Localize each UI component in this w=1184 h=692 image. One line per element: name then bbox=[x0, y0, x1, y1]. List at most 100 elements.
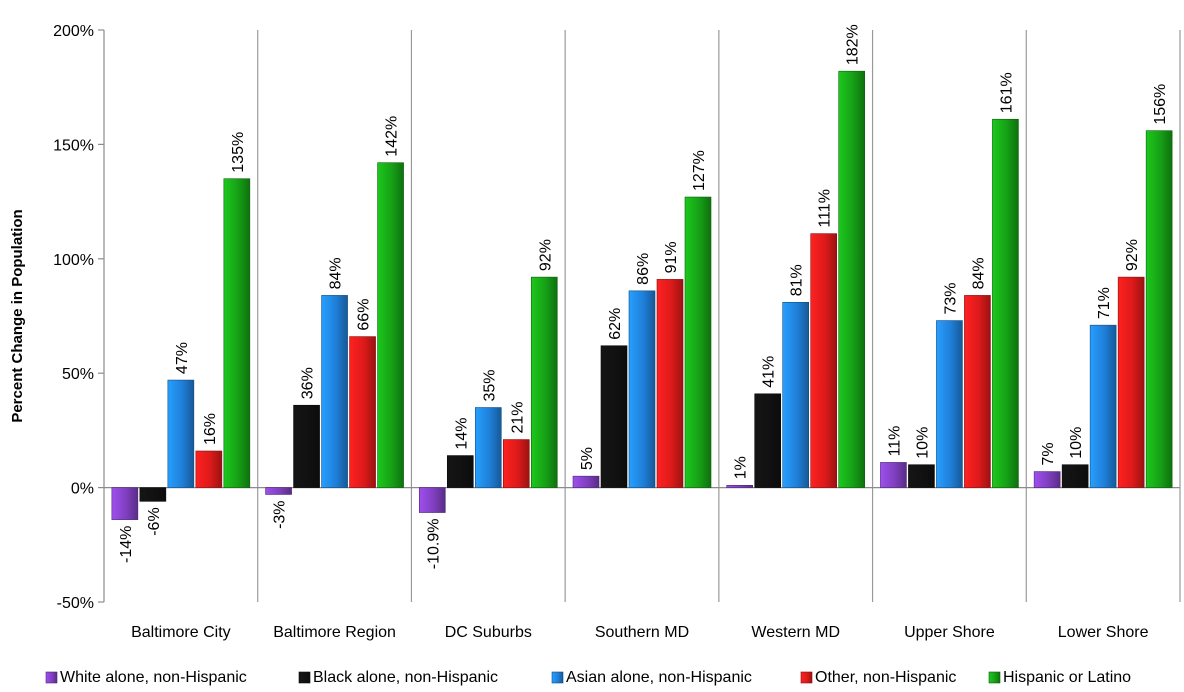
data-label: 84% bbox=[970, 257, 987, 289]
category-label: Baltimore City bbox=[131, 624, 231, 641]
bar-hispanic-or-latino-baltimore-region bbox=[377, 162, 404, 488]
bar-black-alone-lower-shore bbox=[1061, 464, 1089, 488]
data-label: 7% bbox=[1040, 442, 1057, 465]
data-label: 81% bbox=[789, 264, 806, 296]
bar-white-alone-lower-shore bbox=[1033, 471, 1061, 488]
category-label: DC Suburbs bbox=[445, 624, 532, 641]
bar-white-alone-southern-md bbox=[572, 475, 600, 488]
data-label: -10.9% bbox=[425, 519, 442, 570]
y-axis-label: Percent Change in Population bbox=[9, 209, 26, 422]
data-label: 135% bbox=[230, 132, 247, 173]
bar-asian-alone-dc-suburbs bbox=[474, 407, 502, 488]
y-tick-label: 0% bbox=[71, 481, 94, 498]
data-label: -6% bbox=[146, 507, 163, 535]
data-label: 161% bbox=[998, 72, 1015, 113]
legend-item: White alone, non-Hispanic bbox=[45, 669, 247, 686]
bar-hispanic-or-latino-dc-suburbs bbox=[530, 276, 558, 488]
bar-other-baltimore-city bbox=[195, 450, 223, 488]
legend-label: Other, non-Hispanic bbox=[815, 669, 956, 686]
data-label: 86% bbox=[635, 253, 652, 285]
legend-swatch bbox=[298, 671, 311, 684]
data-label: 92% bbox=[537, 239, 554, 271]
legend-item: Asian alone, non-Hispanic bbox=[551, 669, 752, 686]
legend-label: White alone, non-Hispanic bbox=[60, 669, 247, 686]
legend-swatch bbox=[800, 671, 813, 684]
bar-white-alone-dc-suburbs bbox=[418, 487, 446, 513]
bar-hispanic-or-latino-upper-shore bbox=[992, 118, 1019, 488]
data-label: 66% bbox=[356, 299, 373, 331]
data-label: 71% bbox=[1096, 287, 1113, 319]
bar-black-alone-southern-md bbox=[600, 345, 628, 488]
data-label: 84% bbox=[328, 257, 345, 289]
legend-swatch bbox=[45, 671, 58, 684]
category-label: Lower Shore bbox=[1058, 624, 1149, 641]
bar-white-alone-baltimore-city bbox=[111, 487, 139, 520]
data-label: 142% bbox=[384, 116, 401, 157]
y-tick-label: 200% bbox=[53, 23, 94, 40]
legend-item: Hispanic or Latino bbox=[988, 669, 1131, 686]
data-label: 91% bbox=[663, 241, 680, 273]
bar-black-alone-western-md bbox=[754, 393, 782, 488]
data-label: 11% bbox=[886, 426, 903, 457]
legend-item: Other, non-Hispanic bbox=[800, 669, 956, 686]
y-tick-label: 50% bbox=[62, 366, 94, 383]
bar-asian-alone-lower-shore bbox=[1089, 324, 1117, 488]
bar-white-alone-baltimore-region bbox=[265, 487, 292, 495]
category-label: Upper Shore bbox=[904, 624, 995, 641]
data-label: 73% bbox=[942, 283, 959, 315]
data-label: 5% bbox=[579, 447, 596, 470]
bar-white-alone-upper-shore bbox=[880, 462, 907, 488]
category-label: Southern MD bbox=[595, 624, 689, 641]
bar-white-alone-western-md bbox=[726, 485, 754, 488]
data-label: 16% bbox=[202, 413, 219, 445]
data-label: 62% bbox=[607, 308, 624, 340]
bar-other-baltimore-region bbox=[349, 336, 376, 488]
y-tick-label: 150% bbox=[53, 137, 94, 154]
bar-hispanic-or-latino-southern-md bbox=[684, 196, 712, 488]
data-label: 21% bbox=[509, 402, 526, 434]
bar-other-southern-md bbox=[656, 279, 684, 488]
bar-other-dc-suburbs bbox=[502, 439, 530, 488]
data-label: 92% bbox=[1124, 239, 1141, 271]
data-label: 182% bbox=[845, 24, 862, 65]
bar-black-alone-upper-shore bbox=[908, 464, 935, 488]
bar-asian-alone-baltimore-region bbox=[321, 295, 348, 488]
legend-label: Asian alone, non-Hispanic bbox=[566, 669, 752, 686]
bar-hispanic-or-latino-baltimore-city bbox=[223, 178, 251, 488]
data-label: 41% bbox=[761, 356, 778, 388]
data-label: 10% bbox=[1068, 427, 1085, 459]
bar-other-lower-shore bbox=[1117, 276, 1145, 488]
bar-hispanic-or-latino-western-md bbox=[838, 70, 866, 488]
data-label: 35% bbox=[481, 369, 498, 401]
bar-other-western-md bbox=[810, 233, 838, 488]
legend-label: Hispanic or Latino bbox=[1003, 669, 1131, 686]
data-label: 127% bbox=[691, 150, 708, 191]
category-label: Baltimore Region bbox=[273, 624, 396, 641]
data-label: 10% bbox=[914, 427, 931, 459]
legend-label: Black alone, non-Hispanic bbox=[313, 669, 498, 686]
bar-hispanic-or-latino-lower-shore bbox=[1145, 130, 1173, 488]
data-label: 111% bbox=[817, 189, 834, 228]
legend-swatch bbox=[551, 671, 564, 684]
data-label: 47% bbox=[174, 342, 191, 374]
data-label: 1% bbox=[733, 456, 750, 479]
y-tick-label: -50% bbox=[57, 595, 94, 612]
legend-swatch bbox=[988, 671, 1001, 684]
bar-asian-alone-western-md bbox=[782, 301, 810, 488]
data-label: -14% bbox=[118, 526, 135, 563]
bar-black-alone-baltimore-region bbox=[293, 404, 320, 488]
legend-item: Black alone, non-Hispanic bbox=[298, 669, 498, 686]
data-label: 14% bbox=[453, 418, 470, 450]
data-label: -3% bbox=[272, 500, 289, 528]
bar-black-alone-dc-suburbs bbox=[446, 455, 474, 488]
data-label: 156% bbox=[1152, 84, 1169, 125]
data-label: 36% bbox=[300, 367, 317, 399]
y-tick-label: 100% bbox=[53, 252, 94, 269]
bar-asian-alone-southern-md bbox=[628, 290, 656, 488]
bar-asian-alone-baltimore-city bbox=[167, 379, 195, 488]
bar-asian-alone-upper-shore bbox=[936, 320, 963, 488]
category-label: Western MD bbox=[751, 624, 840, 641]
bar-other-upper-shore bbox=[964, 295, 991, 488]
bar-black-alone-baltimore-city bbox=[139, 487, 167, 502]
